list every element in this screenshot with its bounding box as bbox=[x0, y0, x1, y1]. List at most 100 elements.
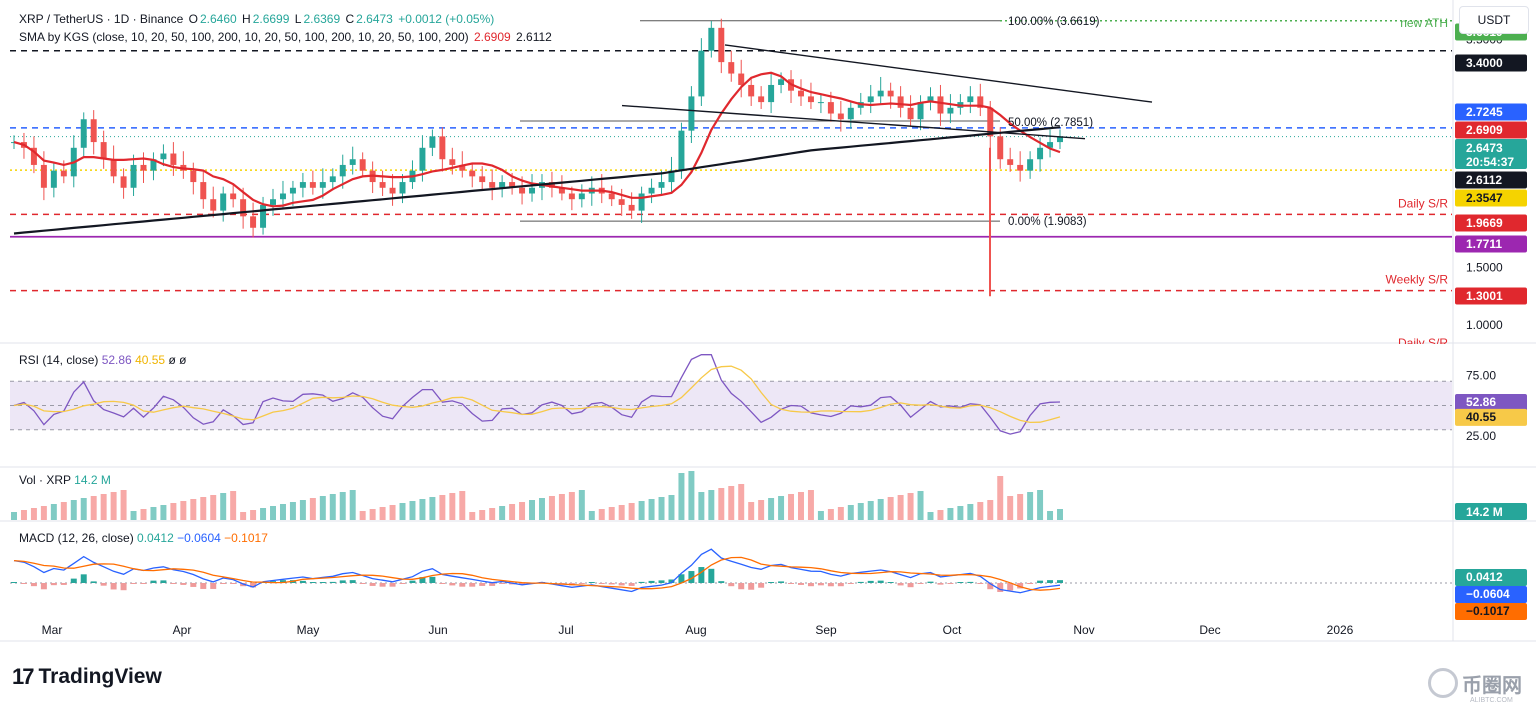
candle-body bbox=[758, 96, 765, 103]
rsi-value-label: 52.86 bbox=[1466, 395, 1496, 409]
candle-body bbox=[827, 102, 834, 114]
volume-bar bbox=[1037, 490, 1044, 520]
candle-body bbox=[798, 90, 804, 97]
volume-bar bbox=[299, 500, 306, 520]
rsi-ma-label: 40.55 bbox=[1466, 410, 1496, 424]
volume-bar bbox=[260, 508, 267, 520]
macd-hist-bar bbox=[957, 582, 964, 583]
daily-sr-label: Daily S/R bbox=[1398, 196, 1448, 210]
watermark-sub: ALIBTC.COM bbox=[1470, 697, 1513, 704]
macd-hist-bar bbox=[827, 583, 834, 587]
macd-hist-bar bbox=[598, 583, 605, 584]
close-value: 2.6473 bbox=[356, 12, 393, 26]
volume-bar bbox=[618, 505, 625, 520]
macd-signal-axis-label-bg bbox=[1455, 603, 1527, 620]
macd-hist-bar bbox=[628, 583, 635, 586]
volume-bar bbox=[459, 491, 466, 520]
volume-bar bbox=[120, 490, 127, 520]
volume-bar bbox=[150, 507, 157, 520]
macd-hist-bar bbox=[668, 579, 675, 583]
macd-hist-bar bbox=[230, 583, 237, 584]
high-value: 2.6699 bbox=[252, 12, 290, 26]
tradingview-logo-icon: 17 bbox=[12, 664, 35, 689]
macd-legend[interactable]: MACD (12, 26, close) 0.0412 −0.0604 −0.1… bbox=[19, 531, 268, 545]
candle-body bbox=[489, 182, 496, 188]
candle-body bbox=[1037, 147, 1044, 160]
volume-bar bbox=[658, 497, 665, 520]
volume-bar bbox=[509, 504, 516, 520]
rsi-legend[interactable]: RSI (14, close) 52.86 40.55 ø ø bbox=[19, 353, 186, 367]
price-label-bg bbox=[1455, 235, 1527, 253]
macd-hist-bar bbox=[1057, 580, 1063, 583]
rsi-label[interactable]: RSI (14, close) bbox=[19, 353, 99, 367]
volume-legend[interactable]: Vol · XRP 14.2 M bbox=[19, 473, 111, 487]
candle-body bbox=[519, 187, 526, 194]
macd-hist-bar bbox=[11, 582, 17, 583]
macd-hist-bar bbox=[110, 583, 117, 590]
candle-body bbox=[877, 90, 884, 97]
macd-hist-bar bbox=[449, 583, 456, 586]
macd-hist-bar bbox=[728, 583, 735, 587]
volume-bar bbox=[429, 497, 436, 520]
candle-body bbox=[608, 193, 615, 200]
currency-button[interactable]: USDT bbox=[1459, 6, 1529, 34]
price-label: 2.3547 bbox=[1466, 191, 1503, 205]
rsi-ma-line bbox=[13, 365, 1061, 424]
volume-bar bbox=[519, 502, 526, 520]
volume-value: 14.2 M bbox=[74, 473, 111, 487]
sma-legend[interactable]: SMA by KGS (close, 10, 20, 50, 100, 200,… bbox=[19, 30, 554, 44]
candle-body bbox=[479, 176, 486, 183]
macd-hist-bar bbox=[987, 583, 994, 590]
time-axis-label: Dec bbox=[1199, 623, 1220, 637]
volume-bar bbox=[877, 499, 884, 520]
macd-hist-bar bbox=[857, 581, 864, 583]
candle-body bbox=[907, 107, 914, 120]
candle-body bbox=[678, 130, 685, 171]
fib-100-label: 100.00% (3.6619) bbox=[1008, 16, 1100, 28]
volume-bar bbox=[558, 494, 565, 520]
macd-hist-bar bbox=[768, 582, 775, 583]
volume-label[interactable]: Vol · XRP bbox=[19, 473, 71, 487]
candle-body bbox=[140, 164, 147, 171]
macd-axis-label-bg bbox=[1455, 586, 1527, 603]
volume-bar bbox=[329, 494, 336, 520]
macd-hist-bar bbox=[618, 583, 625, 586]
macd-hist-bar bbox=[100, 583, 107, 586]
price-label-bg bbox=[1455, 103, 1527, 121]
volume-bar bbox=[917, 491, 924, 520]
time-axis-label: 2026 bbox=[1327, 623, 1354, 637]
price-label-bg bbox=[1455, 121, 1527, 139]
rsi-line bbox=[13, 354, 1061, 435]
volume-bar bbox=[140, 509, 147, 520]
macd-hist-bar bbox=[469, 583, 476, 587]
tradingview-logo[interactable]: 17 TradingView bbox=[12, 664, 162, 690]
volume-bar bbox=[977, 502, 984, 520]
macd-hist-bar bbox=[220, 583, 227, 584]
macd-hist-bar bbox=[1017, 583, 1024, 589]
symbol-title[interactable]: XRP / TetherUS · 1D · Binance bbox=[19, 12, 184, 26]
macd-hist-bar bbox=[608, 583, 615, 585]
volume-bar bbox=[648, 499, 655, 520]
macd-hist-bar bbox=[369, 583, 376, 586]
macd-hist-bar bbox=[60, 583, 67, 585]
macd-hist-bar bbox=[40, 583, 47, 590]
volume-bar bbox=[309, 498, 316, 520]
macd-label[interactable]: MACD (12, 26, close) bbox=[19, 531, 134, 545]
candle-body bbox=[419, 147, 426, 171]
sma-label[interactable]: SMA by KGS (close, 10, 20, 50, 100, 200,… bbox=[19, 30, 469, 44]
macd-hist-bar bbox=[409, 580, 416, 583]
trendline-upper bbox=[724, 44, 1153, 103]
macd-hist-bar bbox=[877, 580, 884, 583]
candle-body bbox=[260, 204, 267, 228]
macd-hist-bar bbox=[977, 583, 984, 584]
price-label: 3.4000 bbox=[1466, 56, 1503, 70]
candle-body bbox=[50, 170, 57, 188]
sma-value-1: 2.6909 bbox=[474, 30, 511, 44]
candle-body bbox=[837, 113, 844, 120]
macd-hist-bar bbox=[798, 583, 804, 585]
volume-bar bbox=[70, 500, 77, 520]
volume-bar bbox=[190, 499, 197, 520]
